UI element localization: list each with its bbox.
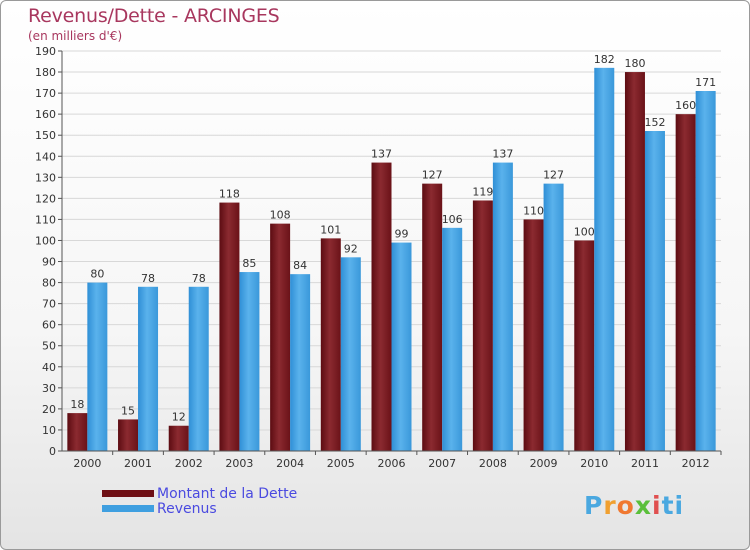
bar-dette-2003	[219, 202, 240, 451]
value-label-revenus-2001: 78	[141, 272, 155, 285]
value-label-revenus-2009: 127	[543, 169, 564, 182]
bar-dette-2008	[472, 200, 493, 451]
bar-dette-2007	[422, 183, 443, 451]
x-tick-label-2001: 2001	[124, 457, 152, 470]
legend-label-revenus: Revenus	[157, 501, 217, 517]
value-label-dette-2000: 18	[70, 398, 84, 411]
value-label-revenus-2006: 99	[395, 228, 409, 241]
bar-dette-2006	[371, 162, 392, 451]
x-tick-label-2002: 2002	[175, 457, 203, 470]
y-tick-label-100: 100	[35, 234, 56, 247]
y-tick-label-170: 170	[35, 87, 56, 100]
bar-revenus-2000	[87, 282, 108, 451]
bar-dette-2001	[118, 419, 139, 451]
x-tick-label-2010: 2010	[580, 457, 608, 470]
bar-dette-2009	[523, 219, 544, 451]
value-label-dette-2002: 12	[172, 411, 186, 424]
y-tick-label-50: 50	[42, 340, 56, 353]
bar-revenus-2010	[594, 67, 615, 451]
bar-revenus-2004	[290, 274, 311, 451]
value-label-dette-2007: 127	[422, 169, 443, 182]
value-label-revenus-2011: 152	[644, 116, 665, 129]
bar-revenus-2005	[340, 257, 361, 451]
value-label-revenus-2008: 137	[492, 148, 513, 161]
value-label-revenus-2012: 171	[695, 76, 716, 89]
value-label-dette-2004: 108	[270, 209, 291, 222]
value-label-dette-2009: 110	[523, 204, 544, 217]
proxiti-logo: Proxiti	[584, 491, 685, 520]
bar-dette-2000	[67, 413, 88, 451]
bar-revenus-2012	[695, 91, 716, 451]
x-tick-label-2000: 2000	[73, 457, 101, 470]
y-tick-label-40: 40	[42, 361, 56, 374]
x-tick-label-2009: 2009	[530, 457, 558, 470]
y-tick-label-80: 80	[42, 277, 56, 290]
value-label-dette-2008: 119	[472, 185, 493, 198]
value-label-revenus-2002: 78	[192, 272, 206, 285]
value-label-dette-2012: 160	[675, 99, 696, 112]
y-tick-label-140: 140	[35, 150, 56, 163]
value-label-revenus-2003: 85	[242, 257, 256, 270]
value-label-revenus-2004: 84	[293, 259, 307, 272]
y-tick-label-110: 110	[35, 213, 56, 226]
bar-dette-2011	[624, 72, 645, 451]
bar-revenus-2009	[543, 183, 564, 451]
y-tick-label-0: 0	[49, 445, 56, 458]
chart-title: Revenus/Dette - ARCINGES	[28, 5, 280, 27]
bar-revenus-2007	[442, 227, 463, 451]
y-tick-label-160: 160	[35, 108, 56, 121]
x-tick-label-2006: 2006	[378, 457, 406, 470]
bar-revenus-2003	[239, 272, 260, 451]
legend-swatch-revenus	[102, 505, 154, 512]
y-tick-label-130: 130	[35, 171, 56, 184]
y-tick-label-70: 70	[42, 298, 56, 311]
value-label-dette-2005: 101	[320, 223, 341, 236]
x-tick-label-2011: 2011	[631, 457, 659, 470]
bar-revenus-2008	[492, 162, 513, 451]
y-tick-label-180: 180	[35, 66, 56, 79]
y-tick-label-90: 90	[42, 256, 56, 269]
bar-revenus-2011	[644, 131, 665, 451]
bar-dette-2005	[320, 238, 341, 451]
value-label-revenus-2010: 182	[594, 53, 615, 66]
bar-dette-2012	[675, 114, 696, 451]
x-tick-label-2005: 2005	[327, 457, 355, 470]
value-label-dette-2006: 137	[371, 148, 392, 161]
x-tick-label-2004: 2004	[276, 457, 304, 470]
value-label-dette-2010: 100	[574, 225, 595, 238]
x-tick-label-2008: 2008	[479, 457, 507, 470]
y-tick-label-120: 120	[35, 192, 56, 205]
value-label-revenus-2000: 80	[90, 268, 104, 281]
legend-label-dette: Montant de la Dette	[157, 486, 298, 502]
value-label-dette-2001: 15	[121, 404, 135, 417]
axes	[58, 50, 722, 455]
value-label-dette-2003: 118	[219, 188, 240, 201]
value-label-revenus-2005: 92	[344, 242, 358, 255]
bar-revenus-2001	[138, 286, 159, 451]
x-tick-label-2012: 2012	[682, 457, 710, 470]
chart-subtitle: (en milliers d'€)	[28, 29, 123, 43]
y-tick-label-10: 10	[42, 424, 56, 437]
bar-revenus-2006	[391, 242, 412, 451]
labels: 0 10 20 30 40 50 60 70 80 90 100 110 120 130 140 150 160…	[35, 45, 716, 470]
y-tick-label-60: 60	[42, 319, 56, 332]
y-tick-label-150: 150	[35, 129, 56, 142]
x-tick-label-2003: 2003	[225, 457, 253, 470]
value-label-revenus-2007: 106	[442, 213, 463, 226]
bar-dette-2010	[574, 240, 595, 451]
legend-swatch-dette	[102, 490, 154, 497]
bar-dette-2002	[168, 425, 189, 451]
bars	[67, 67, 716, 451]
y-tick-label-30: 30	[42, 382, 56, 395]
bar-dette-2004	[270, 223, 291, 451]
bar-revenus-2002	[188, 286, 209, 451]
value-label-dette-2011: 180	[624, 57, 645, 70]
y-tick-label-20: 20	[42, 403, 56, 416]
y-tick-label-190: 190	[35, 45, 56, 58]
x-tick-label-2007: 2007	[428, 457, 456, 470]
